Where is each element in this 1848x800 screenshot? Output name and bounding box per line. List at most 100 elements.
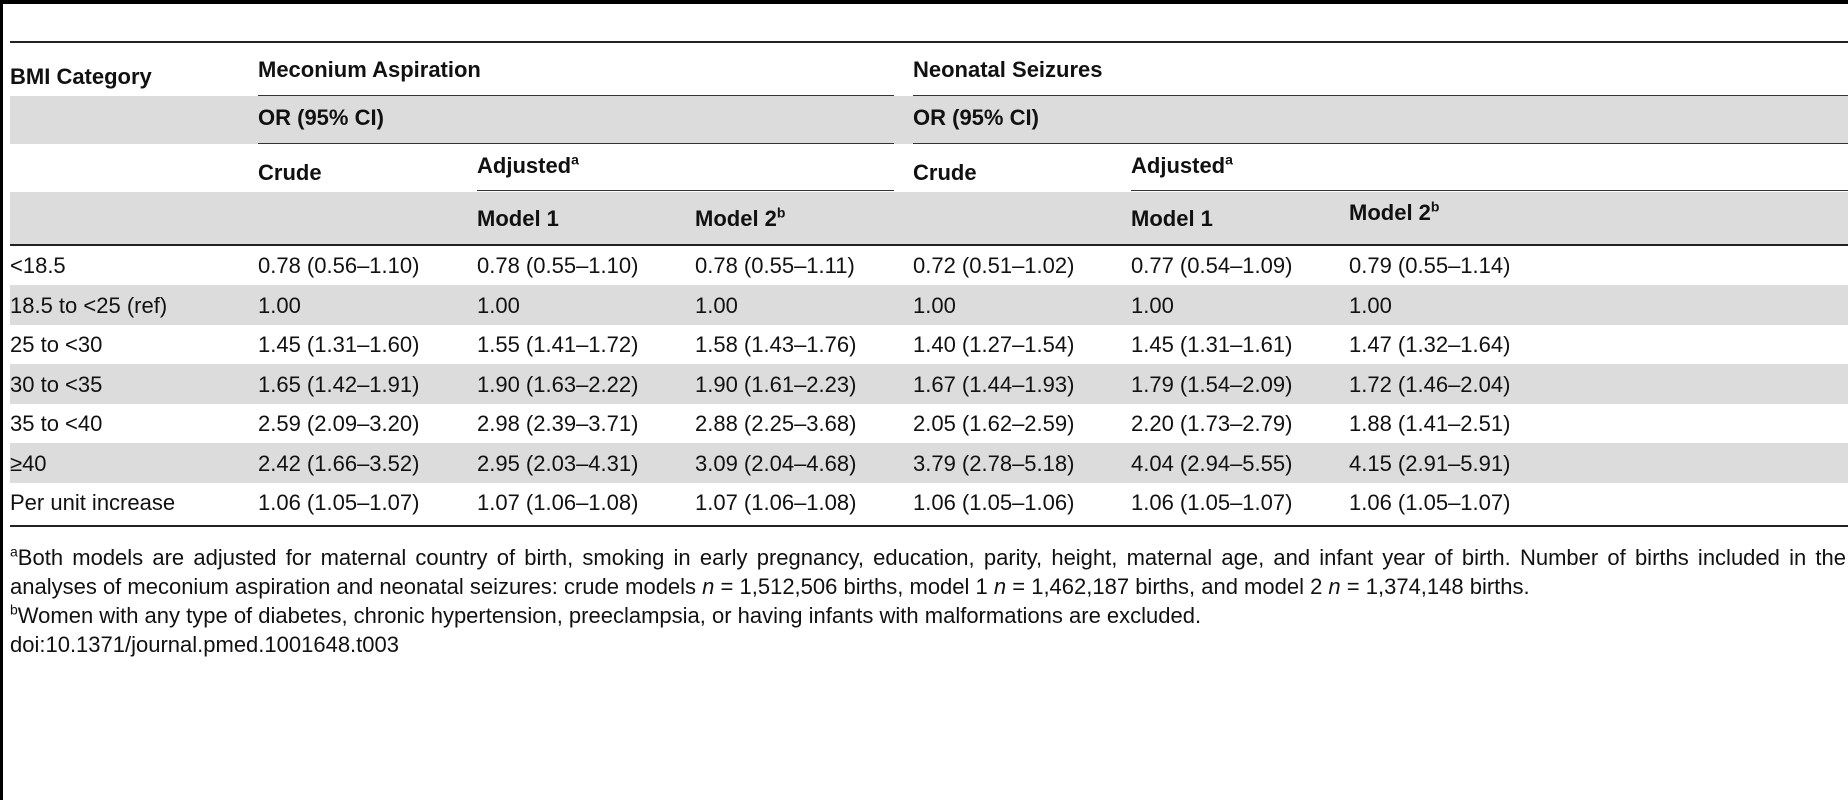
cell-crude-meconium: 2.42 (1.66–3.52) xyxy=(258,450,420,476)
model1-header-meconium: Model 1 xyxy=(477,206,559,231)
row-label-header: BMI Category xyxy=(10,64,152,89)
cell-model1-seizures: 2.20 (1.73–2.79) xyxy=(1131,411,1293,436)
cell-model1-meconium: 2.95 (2.03–4.31) xyxy=(477,450,639,476)
crude-header-meconium: Crude xyxy=(258,160,322,185)
header-bottom-rule xyxy=(10,244,1848,246)
cell-crude-meconium: 1.06 (1.05–1.07) xyxy=(258,490,420,515)
cell-model2-seizures: 1.72 (1.46–2.04) xyxy=(1349,371,1511,397)
cell-model2-meconium: 1.00 xyxy=(695,292,738,318)
cell-model2-meconium: 1.90 (1.61–2.23) xyxy=(695,371,857,397)
cell-crude-seizures: 1.67 (1.44–1.93) xyxy=(913,371,1075,397)
footnote-mark: a xyxy=(571,151,579,168)
footnote-a-value: = 1,462,187 births, and model 2 xyxy=(1006,574,1329,599)
crude-header-seizures: Crude xyxy=(913,160,977,185)
table-bottom-rule xyxy=(10,525,1848,527)
n-symbol: n xyxy=(702,574,715,599)
cell-model1-seizures: 1.06 (1.05–1.07) xyxy=(1131,490,1293,515)
cell-model2-meconium: 1.58 (1.43–1.76) xyxy=(695,332,857,357)
footnote-b: bWomen with any type of diabetes, chroni… xyxy=(10,601,1846,630)
cell-model1-meconium: 0.78 (0.55–1.10) xyxy=(477,253,639,278)
cell-crude-seizures: 1.06 (1.05–1.06) xyxy=(913,490,1075,515)
cell-model2-seizures: 4.15 (2.91–5.91) xyxy=(1349,450,1511,476)
footnote-a-value: = 1,512,506 births, model 1 xyxy=(714,574,994,599)
group-header-meconium: Meconium Aspiration xyxy=(258,57,481,82)
cell-crude-seizures: 1.40 (1.27–1.54) xyxy=(913,332,1075,357)
row-label: Per unit increase xyxy=(10,490,176,515)
header-band-measure xyxy=(10,96,1848,144)
measure-header-meconium: OR (95% CI) xyxy=(258,105,384,130)
cell-crude-meconium: 2.59 (2.09–3.20) xyxy=(258,411,420,436)
cell-model1-seizures: 4.04 (2.94–5.55) xyxy=(1131,450,1293,476)
header-band-models xyxy=(10,192,1848,244)
footnote-b-mark: b xyxy=(10,601,18,618)
row-label: 25 to <30 xyxy=(10,332,103,357)
footnote-a: aBoth models are adjusted for maternal c… xyxy=(10,543,1846,601)
cell-crude-seizures: 2.05 (1.62–2.59) xyxy=(913,411,1075,436)
footnotes: aBoth models are adjusted for maternal c… xyxy=(10,543,1846,659)
cell-crude-seizures: 1.00 xyxy=(913,292,956,318)
cell-model1-meconium: 1.07 (1.06–1.08) xyxy=(477,490,639,515)
row-label: 18.5 to <25 (ref) xyxy=(10,292,168,318)
footnote-b-text: Women with any type of diabetes, chronic… xyxy=(17,603,1202,628)
measure-rule-seizures xyxy=(913,143,1848,144)
row-label: 35 to <40 xyxy=(10,411,103,436)
cell-model2-seizures: 1.47 (1.32–1.64) xyxy=(1349,332,1511,357)
cell-model1-seizures: 1.45 (1.31–1.61) xyxy=(1131,332,1293,357)
model2-label: Model 2 xyxy=(1349,200,1431,225)
cell-crude-meconium: 0.78 (0.56–1.10) xyxy=(258,253,420,278)
row-label: 30 to <35 xyxy=(10,371,103,397)
footnote-mark: b xyxy=(1430,198,1440,215)
cell-model1-meconium: 1.00 xyxy=(477,292,520,318)
row-band xyxy=(10,443,1848,483)
cell-model1-meconium: 1.55 (1.41–1.72) xyxy=(477,332,639,357)
cell-model2-seizures: 1.06 (1.05–1.07) xyxy=(1349,490,1511,515)
footnote-a-text: Both models are adjusted for maternal co… xyxy=(10,545,1846,599)
footnote-a-value: = 1,374,148 births. xyxy=(1340,574,1530,599)
model2-label: Model 2 xyxy=(695,206,777,231)
row-label: <18.5 xyxy=(10,253,66,278)
cell-model2-meconium: 2.88 (2.25–3.68) xyxy=(695,411,857,436)
cell-model2-meconium: 3.09 (2.04–4.68) xyxy=(695,450,857,476)
model2-header-seizures: Model 2b xyxy=(1349,200,1439,226)
adjusted-rule-seizures xyxy=(1131,190,1848,191)
cell-crude-seizures: 0.72 (0.51–1.02) xyxy=(913,253,1075,278)
footnote-mark: b xyxy=(776,204,786,221)
adjusted-label: Adjusted xyxy=(1131,153,1226,178)
top-border xyxy=(0,0,1848,4)
row-label: ≥40 xyxy=(10,450,47,476)
group-rule-meconium xyxy=(258,95,894,96)
cell-crude-meconium: 1.65 (1.42–1.91) xyxy=(258,371,420,397)
row-band xyxy=(10,285,1848,325)
cell-model1-meconium: 1.90 (1.63–2.22) xyxy=(477,371,639,397)
cell-model2-seizures: 1.88 (1.41–2.51) xyxy=(1349,411,1511,436)
cell-crude-seizures: 3.79 (2.78–5.18) xyxy=(913,450,1075,476)
cell-model2-meconium: 0.78 (0.55–1.11) xyxy=(695,253,855,278)
model2-header-meconium: Model 2b xyxy=(695,206,785,232)
adjusted-header-meconium: Adjusteda xyxy=(477,153,579,179)
cell-model1-seizures: 1.79 (1.54–2.09) xyxy=(1131,371,1293,397)
measure-header-seizures: OR (95% CI) xyxy=(913,105,1039,130)
cell-crude-meconium: 1.45 (1.31–1.60) xyxy=(258,332,420,357)
adjusted-rule-meconium xyxy=(477,190,894,191)
cell-model1-seizures: 0.77 (0.54–1.09) xyxy=(1131,253,1293,278)
group-header-seizures: Neonatal Seizures xyxy=(913,57,1103,82)
table-top-rule xyxy=(10,41,1848,43)
cell-model1-seizures: 1.00 xyxy=(1131,292,1174,318)
adjusted-label: Adjusted xyxy=(477,153,572,178)
adjusted-header-seizures: Adjusteda xyxy=(1131,153,1233,179)
cell-model2-seizures: 1.00 xyxy=(1349,292,1392,318)
cell-model1-meconium: 2.98 (2.39–3.71) xyxy=(477,411,639,436)
cell-model2-meconium: 1.07 (1.06–1.08) xyxy=(695,490,857,515)
footnote-a-mark: a xyxy=(10,543,18,560)
group-rule-seizures xyxy=(913,95,1848,96)
doi: doi:10.1371/journal.pmed.1001648.t003 xyxy=(10,632,399,657)
n-symbol: n xyxy=(1328,574,1341,599)
row-band xyxy=(10,364,1848,404)
measure-rule-meconium xyxy=(258,143,894,144)
cell-model2-seizures: 0.79 (0.55–1.14) xyxy=(1349,253,1511,278)
cell-crude-meconium: 1.00 xyxy=(258,292,301,318)
n-symbol: n xyxy=(993,574,1007,599)
footnote-mark: a xyxy=(1225,151,1233,168)
left-border xyxy=(0,0,3,800)
model1-header-seizures: Model 1 xyxy=(1131,206,1213,231)
